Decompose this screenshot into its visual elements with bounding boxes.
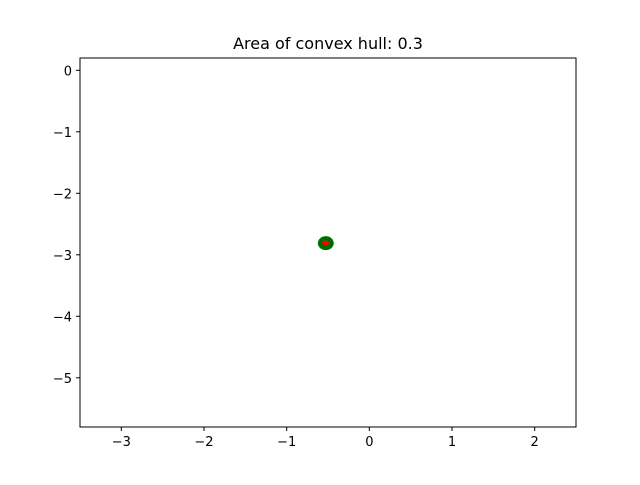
axes-frame: [79, 57, 577, 428]
chart-title: Area of convex hull: 0.3: [233, 34, 423, 53]
x-tick-label: 2: [531, 435, 539, 450]
hull-vertex: [325, 242, 329, 246]
x-axis: −3 −2 −1 0 1 2: [112, 427, 539, 450]
y-tick-label: −2: [53, 187, 72, 202]
x-tick-label: −1: [277, 435, 296, 450]
hull-vertex: [322, 242, 326, 245]
x-tick-label: 1: [448, 435, 456, 450]
y-axis: 0 −1 −2 −3 −4 −5: [53, 64, 80, 387]
plot-area: [317, 236, 334, 251]
y-tick-label: −3: [53, 249, 72, 264]
x-tick-label: 0: [365, 435, 373, 450]
x-tick-label: −2: [194, 435, 213, 450]
y-tick-label: −5: [53, 372, 72, 387]
y-tick-label: −4: [53, 310, 72, 325]
y-tick-label: −1: [53, 126, 72, 141]
x-tick-label: −3: [112, 435, 131, 450]
y-tick-label: 0: [64, 64, 72, 79]
